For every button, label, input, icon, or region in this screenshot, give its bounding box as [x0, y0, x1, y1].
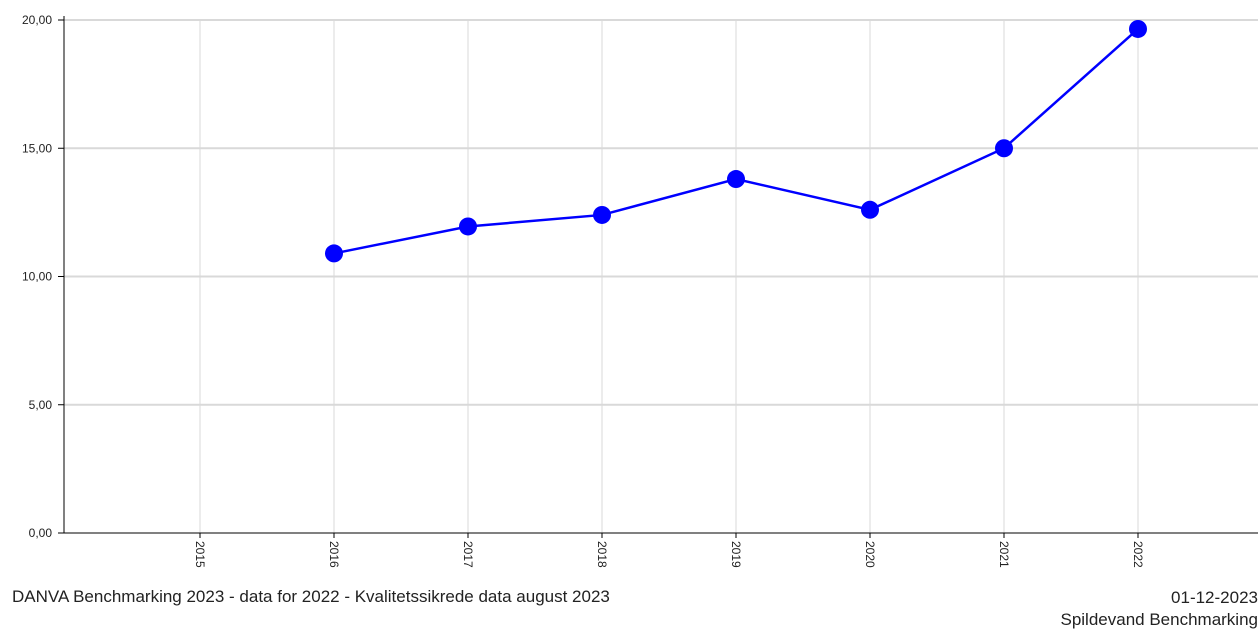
x-tick-label: 2022	[1131, 541, 1145, 568]
y-tick-label: 15,00	[22, 141, 52, 155]
data-point	[459, 217, 477, 236]
y-tick-label: 10,00	[22, 270, 52, 284]
axes	[58, 16, 1258, 538]
y-tick-label: 20,00	[22, 13, 52, 27]
data-point	[1129, 19, 1147, 38]
series-line	[325, 19, 1147, 263]
data-point	[861, 200, 879, 219]
y-axis-tick-labels: 0,00 5,00 10,00 15,00 20,00	[22, 13, 52, 540]
source-caption: DANVA Benchmarking 2023 - data for 2022 …	[12, 587, 610, 606]
x-tick-label: 2016	[327, 541, 341, 568]
x-axis-tick-labels: 2015 2016 2017 2018 2019 2020 2021 2022	[193, 541, 1145, 568]
x-tick-label: 2017	[461, 541, 475, 568]
footer-meta: 01-12-2023 Spildevand Benchmarking	[1060, 587, 1258, 631]
grid-lines	[64, 19, 1258, 533]
x-tick-label: 2019	[729, 541, 743, 568]
y-tick-label: 0,00	[29, 526, 53, 540]
x-tick-label: 2018	[595, 541, 609, 568]
report-date: 01-12-2023	[1171, 588, 1258, 607]
report-product: Spildevand Benchmarking	[1060, 610, 1258, 629]
data-point	[325, 244, 343, 263]
y-tick-label: 5,00	[29, 398, 53, 412]
line-chart: 0,00 5,00 10,00 15,00 20,00 2015 2016 2017 2018…	[22, 13, 1258, 568]
data-point	[593, 205, 611, 224]
x-tick-label: 2021	[997, 541, 1011, 568]
x-tick-label: 2020	[863, 541, 877, 568]
x-tick-label: 2015	[193, 541, 207, 568]
data-point	[727, 170, 745, 189]
data-point	[995, 139, 1013, 158]
